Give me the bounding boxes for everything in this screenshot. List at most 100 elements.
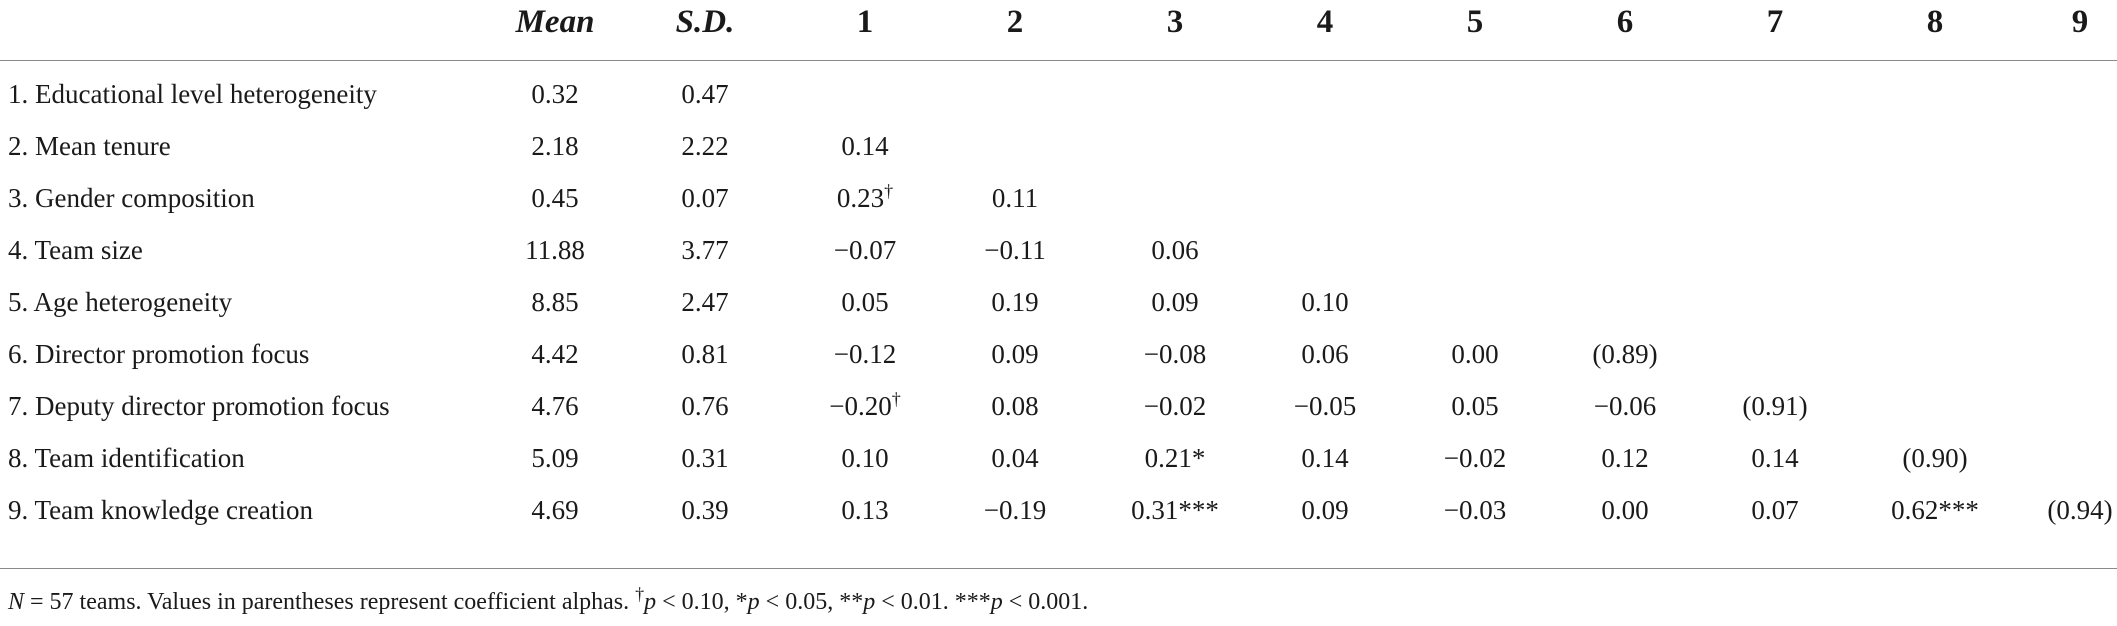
- footnote-t1: < 0.10, *: [656, 589, 748, 615]
- table-cell: 0.06: [1255, 328, 1395, 380]
- table-row: 3. Gender composition 0.45 0.07 0.23† 0.11: [0, 172, 2117, 224]
- cell-value: 0.21*: [1144, 443, 1206, 473]
- cell-value: −0.06: [1593, 391, 1657, 421]
- cell-value: 0.06: [1301, 339, 1349, 369]
- cell-value: −0.08: [1143, 339, 1207, 369]
- table-cell: 0.76: [635, 380, 775, 432]
- table-cell: 0.07: [1705, 484, 1845, 536]
- cell-value: 0.07: [1751, 495, 1799, 525]
- table-cell: 3.77: [635, 224, 775, 276]
- footnote-t2: < 0.05, **: [759, 589, 864, 615]
- row-label: 8. Team identification: [8, 443, 245, 473]
- cell-value: −0.19: [983, 495, 1047, 525]
- table-cell: (0.94): [2010, 484, 2117, 536]
- footnote-p3: p: [863, 589, 876, 615]
- table-cell: 0.39: [635, 484, 775, 536]
- table-cell: 0.45: [485, 172, 625, 224]
- table-row: 9. Team knowledge creation 4.69 0.39 0.13 −0…: [0, 484, 2117, 536]
- cell-value: 4.42: [531, 339, 579, 369]
- cell-value: 0.45: [531, 183, 579, 213]
- cell-value: (0.94): [2047, 495, 2113, 525]
- column-header-6: 4: [1316, 4, 1334, 40]
- cell-value: 0.10: [841, 443, 889, 473]
- cell-value: 0.04: [991, 443, 1039, 473]
- footnote-p4: p: [990, 589, 1003, 615]
- table-row: 1. Educational level heterogeneity 0.32 0.…: [0, 68, 2117, 120]
- cell-value: −0.12: [833, 339, 897, 369]
- column-header-9: 7: [1766, 4, 1784, 40]
- cell-value: −0.20: [829, 391, 892, 421]
- cell-value: 0.09: [1151, 287, 1199, 317]
- table-footnote: N = 57 teams. Values in parentheses repr…: [8, 582, 1088, 622]
- table-cell: 4.42: [485, 328, 625, 380]
- table-cell: 0.00: [1555, 484, 1695, 536]
- table-cell: 0.13: [795, 484, 935, 536]
- column-header-4: 2: [1006, 4, 1024, 40]
- footnote-text: = 57 teams. Values in parentheses repres…: [24, 589, 636, 615]
- bottom-rule: [0, 568, 2117, 569]
- cell-value: 0.23: [836, 183, 885, 213]
- table-cell: −0.20†: [795, 380, 935, 432]
- column-header-7: 5: [1466, 4, 1484, 40]
- column-header-8: 6: [1616, 4, 1634, 40]
- table-cell: (0.91): [1705, 380, 1845, 432]
- table-cell: 5.09: [485, 432, 625, 484]
- table-cell: 0.81: [635, 328, 775, 380]
- cell-value: 0.81: [681, 339, 729, 369]
- table-cell: 0.11: [945, 172, 1085, 224]
- row-label: 1. Educational level heterogeneity: [8, 79, 377, 109]
- footnote-p2: p: [747, 589, 760, 615]
- header-rule: [0, 60, 2117, 61]
- table-cell: 0.14: [1255, 432, 1395, 484]
- cell-value: −0.02: [1143, 391, 1207, 421]
- cell-value: 11.88: [525, 235, 585, 265]
- cell-value: 3.77: [681, 235, 729, 265]
- footnote-t4: < 0.001.: [1002, 589, 1089, 615]
- cell-value: 2.22: [681, 131, 729, 161]
- table-cell: −0.06: [1555, 380, 1695, 432]
- table-cell: 0.09: [945, 328, 1085, 380]
- footnote-t3: < 0.01. ***: [875, 589, 991, 615]
- cell-value: 0.62***: [1891, 495, 1979, 525]
- table-cell: −0.12: [795, 328, 935, 380]
- table-cell: 0.19: [945, 276, 1085, 328]
- table-cell: −0.05: [1255, 380, 1395, 432]
- row-label: 5. Age heterogeneity: [8, 287, 233, 317]
- cell-value: 0.14: [1751, 443, 1799, 473]
- table-cell: 0.47: [635, 68, 775, 120]
- cell-value: 4.69: [531, 495, 579, 525]
- table-cell: 0.21*: [1105, 432, 1245, 484]
- cell-value: 0.14: [1301, 443, 1349, 473]
- cell-value: −0.05: [1293, 391, 1357, 421]
- table-cell: 0.14: [1705, 432, 1845, 484]
- cell-value: 0.09: [1301, 495, 1349, 525]
- cell-value: 0.06: [1151, 235, 1199, 265]
- cell-value: 0.76: [681, 391, 729, 421]
- cell-value: 0.32: [531, 79, 579, 109]
- row-label: 3. Gender composition: [8, 183, 255, 213]
- cell-value: 0.11: [991, 183, 1039, 213]
- cell-value: 0.00: [1601, 495, 1649, 525]
- table-cell: 0.08: [945, 380, 1085, 432]
- table-cell: 0.23†: [795, 172, 935, 224]
- table-row: 4. Team size 11.88 3.77 −0.07 −0.11 0.06: [0, 224, 2117, 276]
- cell-value: 0.12: [1601, 443, 1649, 473]
- table-cell: 0.14: [795, 120, 935, 172]
- cell-value: 5.09: [531, 443, 579, 473]
- cell-dagger: †: [884, 181, 894, 201]
- table-cell: 4.76: [485, 380, 625, 432]
- cell-value: 2.47: [681, 287, 729, 317]
- column-header-1: Mean: [515, 4, 595, 40]
- table-cell: 0.07: [635, 172, 775, 224]
- cell-value: 0.39: [681, 495, 729, 525]
- table-cell: 0.31***: [1105, 484, 1245, 536]
- cell-value: 0.00: [1451, 339, 1499, 369]
- table-cell: 0.06: [1105, 224, 1245, 276]
- column-header-2: S.D.: [675, 4, 735, 40]
- table-cell: 0.09: [1105, 276, 1245, 328]
- cell-value: 0.05: [1451, 391, 1499, 421]
- table-cell: (0.90): [1865, 432, 2005, 484]
- table-cell: 0.31: [635, 432, 775, 484]
- cell-value: −0.07: [833, 235, 897, 265]
